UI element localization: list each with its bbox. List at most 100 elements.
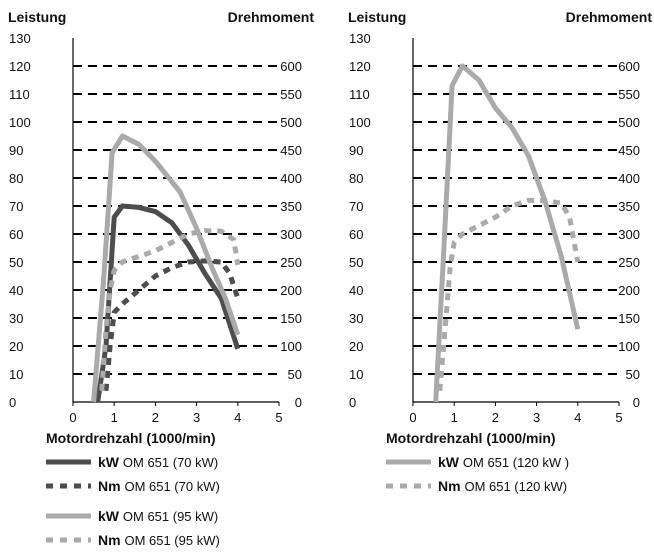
series-group xyxy=(91,133,241,403)
x-tick-label: 2 xyxy=(492,410,499,425)
legend-text: OM 651 (95 kW) xyxy=(123,509,218,524)
right-tick-labels: 0 50 100 150 200 250 300 350 400 450 500 550 600 xyxy=(618,59,640,410)
left-tick-label: 60 xyxy=(349,227,363,242)
left-tick-label: 30 xyxy=(349,311,363,326)
left-tick-label: 70 xyxy=(9,199,23,214)
left-tick-label: 30 xyxy=(9,311,23,326)
right-tick-label: 350 xyxy=(618,199,640,214)
right-tick-label: 0 xyxy=(295,395,302,410)
left-tick-label: 60 xyxy=(9,227,23,242)
left-tick-label: 100 xyxy=(9,115,31,130)
x-tick-label: 3 xyxy=(193,410,200,425)
right-axis-title: Drehmoment xyxy=(228,9,315,25)
right-tick-label: 450 xyxy=(280,143,302,158)
left-tick-label: 0 xyxy=(9,395,16,410)
right-tick-label: 100 xyxy=(280,339,302,354)
right-tick-label: 100 xyxy=(618,339,640,354)
right-tick-label: 250 xyxy=(618,255,640,270)
left-tick-label: 110 xyxy=(9,87,30,102)
x-axis-title: Motordrehzahl (1000/min) xyxy=(386,430,556,446)
right-tick-label: 50 xyxy=(626,367,640,382)
x-tick-label: 3 xyxy=(533,410,540,425)
legend-unit: kW xyxy=(98,454,123,470)
right-axis-title: Drehmoment xyxy=(566,9,653,25)
x-tick-labels: 0 1 2 3 4 5 xyxy=(409,402,623,425)
left-tick-label: 90 xyxy=(349,143,363,158)
left-tick-label: 110 xyxy=(349,87,370,102)
x-tick-label: 0 xyxy=(409,410,416,425)
left-tick-label: 130 xyxy=(9,31,31,46)
right-tick-label: 150 xyxy=(280,311,302,326)
left-tick-label: 70 xyxy=(349,199,363,214)
legend-text: OM 651 (95 kW) xyxy=(124,533,219,548)
right-tick-label: 250 xyxy=(280,255,302,270)
x-axis-title: Motordrehzahl (1000/min) xyxy=(46,430,216,446)
legend-label: kW OM 651 (70 kW) xyxy=(98,454,218,470)
left-tick-label: 80 xyxy=(9,171,23,186)
x-tick-label: 5 xyxy=(275,410,282,425)
right-tick-label: 400 xyxy=(280,171,302,186)
left-tick-label: 100 xyxy=(349,115,371,130)
x-tick-label: 1 xyxy=(111,410,118,425)
legend-unit: Nm xyxy=(438,478,464,494)
left-tick-label: 20 xyxy=(9,339,23,354)
right-tick-label: 300 xyxy=(618,227,640,242)
right-tick-label: 200 xyxy=(280,283,302,298)
x-tick-label: 4 xyxy=(234,410,241,425)
left-tick-label: 10 xyxy=(349,367,363,382)
series-line-kw-0 xyxy=(95,203,241,403)
right-tick-label: 350 xyxy=(280,199,302,214)
left-tick-label: 40 xyxy=(349,283,363,298)
legend-label: kW OM 651 (95 kW) xyxy=(98,508,218,524)
left-tick-label: 20 xyxy=(349,339,363,354)
legend-text: OM 651 (120 kW ) xyxy=(463,455,569,470)
x-tick-label: 2 xyxy=(152,410,159,425)
legend-text: OM 651 (70 kW) xyxy=(123,455,218,470)
right-tick-label: 450 xyxy=(618,143,640,158)
legend-unit: kW xyxy=(98,508,123,524)
x-tick-label: 0 xyxy=(69,410,76,425)
legend: kW OM 651 (70 kW)Nm OM 651 (70 kW)kW OM … xyxy=(46,454,220,548)
legend: kW OM 651 (120 kW ) Nm OM 651 (120 kW) xyxy=(386,454,569,494)
x-tick-labels: 0 1 2 3 4 5 xyxy=(69,402,283,425)
right-tick-label: 150 xyxy=(618,311,640,326)
x-tick-label: 4 xyxy=(574,410,581,425)
legend-label: kW OM 651 (120 kW ) xyxy=(438,454,569,470)
left-tick-label: 130 xyxy=(349,31,371,46)
right-tick-label: 0 xyxy=(633,395,640,410)
left-tick-labels: 0 10 20 30 40 50 60 70 80 90 100 110 120 130 xyxy=(349,31,371,410)
right-tick-label: 200 xyxy=(618,283,640,298)
right-tick-label: 300 xyxy=(280,227,302,242)
left-tick-label: 90 xyxy=(9,143,23,158)
legend-text: OM 651 (120 kW) xyxy=(464,479,567,494)
series-line-nm-1 xyxy=(437,197,581,392)
left-tick-label: 120 xyxy=(9,59,31,74)
legend-label: Nm OM 651 (120 kW) xyxy=(438,478,567,494)
left-tick-label: 80 xyxy=(349,171,363,186)
left-tick-label: 40 xyxy=(9,283,23,298)
right-tick-label: 600 xyxy=(618,59,640,74)
legend-label: Nm OM 651 (70 kW) xyxy=(98,478,220,494)
right-tick-label: 500 xyxy=(280,115,302,130)
left-axis-title: Leistung xyxy=(348,9,406,25)
right-tick-label: 50 xyxy=(288,367,302,382)
legend-unit: Nm xyxy=(98,532,124,548)
left-tick-label: 10 xyxy=(9,367,23,382)
series-line-nm-1 xyxy=(103,258,241,392)
right-tick-labels: 0 50 100 150 200 250 300 350 400 450 500 550 600 xyxy=(280,59,302,410)
legend-unit: Nm xyxy=(98,478,124,494)
left-tick-label: 0 xyxy=(349,395,356,410)
x-tick-label: 1 xyxy=(451,410,458,425)
legend-label: Nm OM 651 (95 kW) xyxy=(98,532,220,548)
right-tick-label: 400 xyxy=(618,171,640,186)
gridlines xyxy=(73,65,279,375)
chart-right: Leistung Drehmoment0102030405060708090100… xyxy=(348,9,652,494)
legend-text: OM 651 (70 kW) xyxy=(124,479,219,494)
series-line-kw-0 xyxy=(433,63,581,403)
right-tick-label: 600 xyxy=(280,59,302,74)
right-tick-label: 550 xyxy=(618,87,640,102)
x-tick-label: 5 xyxy=(615,410,622,425)
left-axis-title: Leistung xyxy=(8,9,66,25)
left-tick-label: 50 xyxy=(9,255,23,270)
